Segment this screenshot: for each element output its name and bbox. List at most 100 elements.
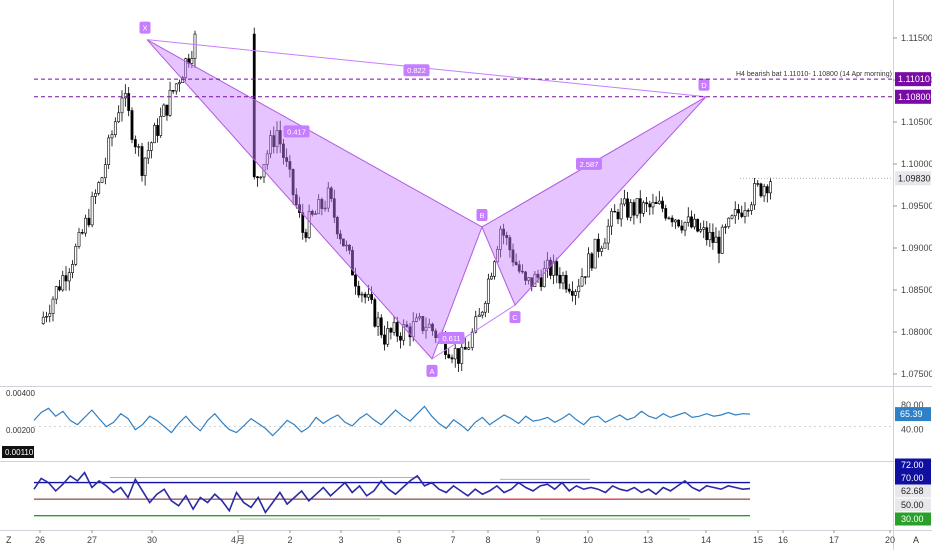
last-price-box (895, 171, 931, 186)
candle-body (574, 291, 577, 296)
pattern-point-label: A (429, 367, 434, 376)
candle-body (654, 202, 658, 204)
candle-body (610, 210, 613, 227)
price-axis-label: 1.09000 (901, 243, 932, 253)
candle-body (577, 285, 581, 293)
candle-body (415, 317, 418, 322)
candle-body (80, 232, 84, 234)
candle-body (51, 298, 55, 314)
pattern-point-box (509, 311, 521, 324)
corner-label-right: A (913, 535, 919, 545)
candle-body (590, 253, 594, 269)
ratio-label: 0.417 (287, 127, 306, 136)
oscillator2-pane (33, 471, 751, 520)
candle-body (690, 216, 693, 228)
level-axis-box (895, 89, 931, 104)
candle-body (587, 253, 590, 278)
osc2-axis-label: 50.00 (901, 500, 924, 510)
candle-body (140, 146, 144, 176)
candle-body (762, 186, 766, 197)
candle-body (418, 316, 422, 319)
candle-body (395, 322, 399, 337)
candle-body (67, 272, 71, 282)
ratio-label-box (283, 125, 310, 138)
osc1-axis-label: 80.00 (901, 400, 924, 410)
candle-body (165, 104, 169, 116)
candle-body (373, 299, 377, 327)
candle-body (366, 294, 370, 298)
candle-body (638, 198, 642, 214)
time-axis-label: 27 (87, 535, 97, 545)
candle-body (399, 335, 402, 341)
candle-body (174, 83, 178, 92)
candle-body (376, 317, 380, 327)
pattern-point-box (698, 78, 710, 91)
candle-body (363, 293, 367, 298)
candle-body (769, 181, 772, 194)
corner-label-left: Z (6, 535, 12, 545)
osc1-left-value2: 0.00200 (6, 426, 35, 435)
candle-body (467, 347, 471, 350)
candle-body (310, 210, 314, 215)
oscillator1-pane: 0.00400 0.00200 0.00110 (2, 389, 893, 458)
candle-body (629, 202, 633, 218)
candle-body (664, 208, 668, 219)
ratio-label-box (576, 157, 602, 170)
candle-body (670, 217, 674, 223)
candle-body (616, 211, 620, 220)
candle-body (651, 202, 655, 208)
candle-body (708, 231, 712, 241)
candle-body (278, 130, 282, 145)
candle-body (360, 293, 364, 296)
candle-body (619, 203, 623, 220)
osc1-current-box (895, 407, 931, 422)
candle-body (493, 261, 496, 277)
candle-body (307, 210, 311, 238)
price-axis-label: 1.07500 (901, 369, 932, 379)
candle-body (137, 146, 141, 148)
pattern-point-box (426, 364, 438, 377)
level-axis-label: 1.11010 (898, 74, 930, 84)
candle-body (746, 210, 750, 212)
candle-body (256, 176, 259, 179)
price-axis-label: 1.08500 (901, 285, 932, 295)
candle-body (434, 330, 438, 339)
candle-body (354, 274, 357, 287)
candle-body (680, 225, 684, 231)
time-axis-label: 10 (583, 535, 593, 545)
candle-body (693, 218, 696, 228)
candle-body (626, 198, 629, 218)
candle-body (402, 324, 406, 341)
candle-body (539, 277, 543, 287)
candle-body (580, 276, 584, 287)
candle-body (733, 209, 737, 217)
candles-group (41, 27, 772, 372)
candle-body (427, 323, 431, 328)
osc2-axis-box (895, 484, 931, 498)
ratio-label: 0.611 (442, 334, 460, 343)
candle-body (383, 334, 386, 345)
candle-body (561, 274, 565, 284)
candle-body (457, 348, 460, 364)
candle-body (661, 200, 664, 209)
candle-body (107, 137, 111, 165)
candle-body (536, 273, 540, 278)
candle-body (570, 290, 574, 296)
pattern-line-ac (431, 304, 516, 360)
candle-body (64, 275, 68, 282)
level-axis-box (895, 72, 931, 87)
time-axis-label: 9 (535, 535, 540, 545)
candle-body (613, 210, 617, 213)
osc2-axis-box (895, 458, 931, 472)
candle-body (524, 271, 527, 281)
candle-body (505, 234, 509, 238)
candle-body (480, 311, 484, 316)
candle-body (323, 207, 327, 210)
candle-body (392, 322, 396, 333)
candle-body (48, 313, 52, 317)
candle-body (673, 219, 677, 223)
candle-body (326, 187, 330, 209)
price-axis-label: 1.10500 (901, 117, 932, 127)
candle-body (606, 225, 610, 244)
